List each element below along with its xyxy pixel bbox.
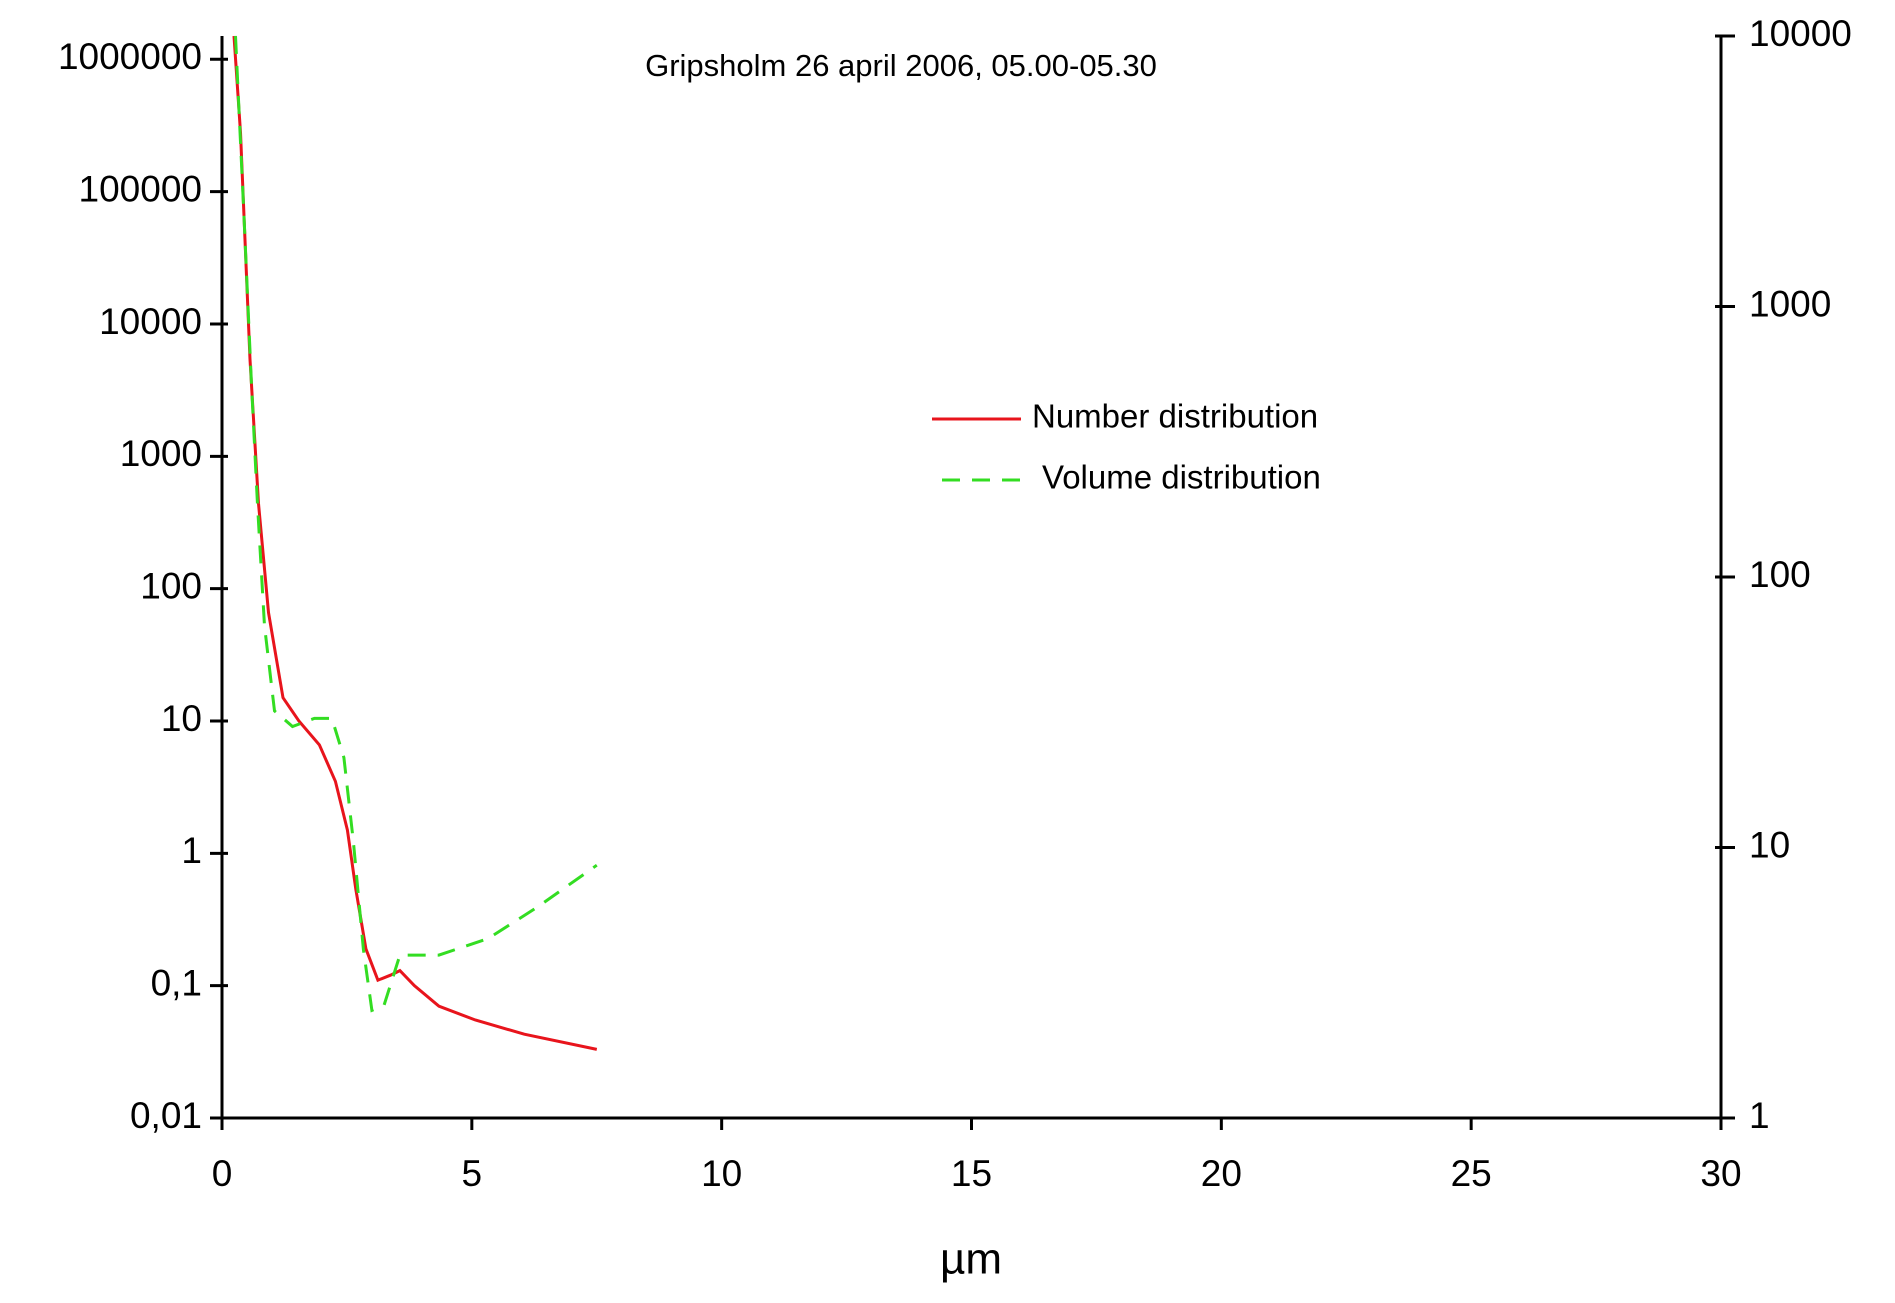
y2-tick-label: 10000 xyxy=(1749,13,1852,54)
data-line xyxy=(232,35,598,1051)
x-tick-label: 20 xyxy=(1201,1153,1242,1194)
legend-label: Volume distribution xyxy=(1042,459,1321,496)
data-line xyxy=(234,35,598,1013)
x-tick-label: 15 xyxy=(951,1153,992,1194)
y2-tick-label: 1 xyxy=(1749,1095,1770,1136)
y2-tick-label: 10 xyxy=(1749,824,1790,865)
y-tick-label: 100 xyxy=(140,565,202,606)
x-tick-label: 30 xyxy=(1700,1153,1741,1194)
chart-title: Gripsholm 26 april 2006, 05.00-05.30 xyxy=(645,48,1157,83)
y2-tick-label: 1000 xyxy=(1749,283,1831,324)
y-tick-label: 10 xyxy=(161,698,202,739)
legend-label: Number distribution xyxy=(1032,398,1318,435)
y-tick-label: 100000 xyxy=(79,168,202,209)
x-tick-label: 10 xyxy=(701,1153,742,1194)
x-tick-label: 5 xyxy=(462,1153,483,1194)
y-tick-label: 1000 xyxy=(120,433,202,474)
x-tick-label: 25 xyxy=(1451,1153,1492,1194)
y-tick-label: 1000000 xyxy=(58,36,202,77)
y-tick-label: 1 xyxy=(181,830,202,871)
y-tick-label: 0,01 xyxy=(130,1095,202,1136)
y-tick-label: 0,1 xyxy=(151,962,202,1003)
x-tick-label: 0 xyxy=(212,1153,233,1194)
x-axis-label: µm xyxy=(940,1235,1002,1284)
y-tick-label: 10000 xyxy=(99,301,202,342)
y2-tick-label: 100 xyxy=(1749,554,1811,595)
